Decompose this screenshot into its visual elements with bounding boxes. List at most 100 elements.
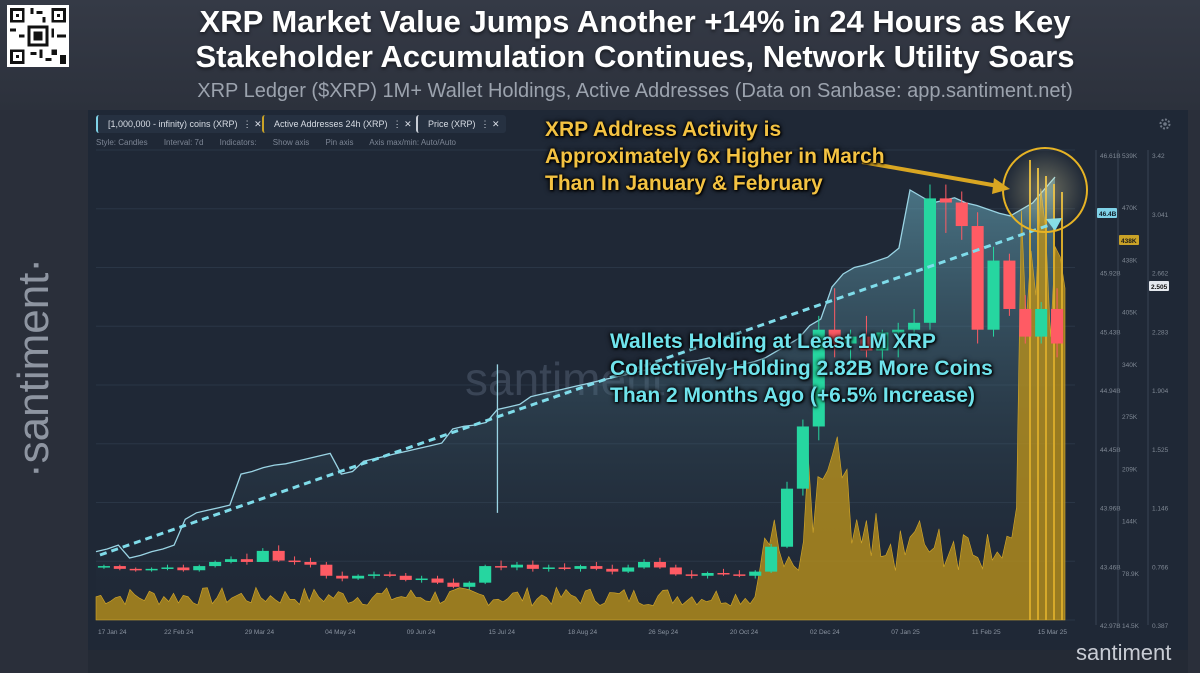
price-candle	[876, 332, 889, 351]
axis-current-value-holdings: 46.4B	[1099, 211, 1117, 218]
price-candle	[415, 578, 428, 581]
price-candle	[479, 566, 492, 583]
holdings-line	[95, 176, 1056, 559]
price-candle	[733, 574, 746, 576]
axis-current-value-active-addresses: 438K	[1121, 238, 1137, 245]
annotation-wallets-line-1: Wallets Holding at Least 1M XRP	[610, 330, 936, 353]
axis-tick-label-price: 0.766	[1152, 564, 1169, 571]
metric-tab-active-addresses[interactable]: Active Addresses 24h (XRP) ⋮ ✕	[262, 115, 418, 133]
x-axis-tick-label: 22 Feb 24	[164, 629, 194, 636]
price-candle	[145, 568, 158, 571]
qr-code-icon	[7, 5, 69, 67]
axis-tick-label-price: 1.146	[1152, 506, 1169, 513]
price-candle	[1035, 308, 1048, 337]
axis-tick-label-holdings: 42.97B	[1100, 623, 1121, 630]
axis-tick-label-holdings: 45.43B	[1100, 329, 1121, 336]
price-candle	[320, 564, 333, 576]
show-axis-toggle[interactable]: Show axis	[272, 138, 310, 147]
axis-tick-label-active-addresses: 539K	[1122, 153, 1138, 160]
price-candle	[288, 560, 301, 563]
annotation-wallet-holdings: Wallets Holding at Least 1M XRP Collecti…	[610, 328, 1050, 409]
price-candle	[685, 574, 698, 576]
active-addresses-area	[95, 188, 1066, 621]
axis-tick-label-holdings: 44.94B	[1100, 388, 1121, 395]
x-axis-tick-label: 17 Jan 24	[98, 629, 127, 636]
axis-tick-label-price: 0.387	[1152, 623, 1169, 630]
price-candle	[923, 198, 937, 323]
x-axis-tick-label: 26 Sep 24	[648, 629, 678, 636]
price-candle	[463, 582, 476, 587]
price-candle	[526, 564, 539, 569]
price-candle	[717, 573, 730, 575]
x-axis-tick-label: 18 Aug 24	[568, 629, 598, 636]
price-candle	[129, 568, 142, 571]
price-candle	[812, 329, 825, 427]
metric-tab-price[interactable]: Price (XRP) ⋮ ✕	[416, 115, 506, 133]
price-candle	[844, 336, 857, 344]
axis-current-badge-holdings	[1097, 208, 1117, 218]
axis-tick-label-active-addresses: 209K	[1122, 466, 1138, 473]
gear-icon[interactable]	[1158, 117, 1172, 131]
santiment-watermark: santiment	[1076, 640, 1172, 665]
interval-option[interactable]: Interval: 7d	[163, 138, 204, 147]
axis-tick-label-holdings: 45.92B	[1100, 271, 1121, 278]
axis-tick-label-price: 2.662	[1152, 271, 1169, 278]
axis-current-badge-active-addresses	[1119, 235, 1139, 245]
annotation-activity-line-1: XRP Address Activity is	[545, 118, 782, 141]
activity-arrow-line	[861, 160, 999, 188]
axis-tick-label-price: 1.904	[1152, 388, 1169, 395]
axis-tick-label-active-addresses: 275K	[1122, 414, 1138, 421]
x-axis-tick-label: 02 Dec 24	[810, 629, 840, 636]
annotation-wallets-line-3: Than 2 Months Ago (+6.5% Increase)	[610, 384, 976, 407]
price-candle	[828, 329, 841, 344]
price-candle	[383, 574, 396, 576]
price-candle	[860, 336, 873, 351]
price-candle	[622, 567, 635, 572]
price-candle	[352, 575, 365, 579]
axis-tick-label-active-addresses: 144K	[1122, 519, 1138, 526]
price-candle	[780, 488, 794, 547]
price-candle	[161, 567, 174, 569]
x-axis-tick-label: 09 Jun 24	[407, 629, 436, 636]
axis-tick-label-holdings: 46.61B	[1100, 153, 1121, 160]
x-axis-tick-label: 20 Oct 24	[730, 629, 759, 636]
activity-arrow-head	[992, 178, 1010, 194]
axis-tick-label-holdings: 44.45B	[1100, 447, 1121, 454]
side-brand-text: ·santiment·	[9, 258, 58, 478]
price-candle	[574, 566, 587, 569]
price-candle	[908, 322, 921, 330]
x-axis-tick-label: 07 Jan 25	[891, 629, 920, 636]
x-axis-tick-label: 15 Mar 25	[1038, 629, 1068, 636]
price-candle	[558, 567, 571, 569]
santiment-side-logo: ·santiment·	[9, 258, 58, 478]
time-navigator[interactable]	[88, 650, 1188, 673]
price-candle	[336, 575, 349, 579]
metric-tab-holdings[interactable]: [1,000,000 - infinity) coins (XRP) ⋮ ✕	[96, 115, 268, 133]
axis-tick-label-price: 3.041	[1152, 212, 1169, 219]
price-candle	[1051, 308, 1064, 344]
annotation-wallets-line-2: Collectively Holding 2.82B More Coins	[610, 357, 993, 380]
page-subtitle: XRP Ledger ($XRP) 1M+ Wallet Holdings, A…	[197, 80, 1073, 102]
axis-tick-label-active-addresses: 78.9K	[1122, 571, 1140, 578]
indicators-option[interactable]: Indicators:	[219, 138, 257, 147]
price-candle	[495, 566, 508, 568]
price-candle	[796, 426, 809, 489]
axis-tick-label-active-addresses: 14.5K	[1122, 623, 1140, 630]
title-line-2: Stakeholder Accumulation Continues, Netw…	[195, 39, 1075, 74]
pin-axis-toggle[interactable]: Pin axis	[325, 138, 354, 147]
x-axis-tick-label: 11 Feb 25	[972, 629, 1001, 636]
axis-tick-label-price: 2.283	[1152, 329, 1169, 336]
page-title: XRP Market Value Jumps Another +14% in 2…	[70, 4, 1200, 74]
title-line-1: XRP Market Value Jumps Another +14% in 2…	[199, 4, 1071, 39]
price-candle	[224, 559, 238, 562]
price-candle	[749, 571, 762, 576]
style-option[interactable]: Style: Candles	[96, 138, 148, 147]
holdings-trend-line	[99, 220, 1059, 557]
price-candle	[399, 575, 412, 580]
price-candle	[765, 546, 778, 572]
x-axis-tick-label: 29 Mar 24	[245, 629, 275, 636]
axis-range-option[interactable]: Axis max/min: Auto/Auto	[369, 138, 456, 147]
activity-highlight-circle	[1002, 147, 1088, 233]
x-axis-tick-label: 04 May 24	[325, 629, 356, 636]
axis-current-value-price: 2.505	[1151, 284, 1168, 291]
